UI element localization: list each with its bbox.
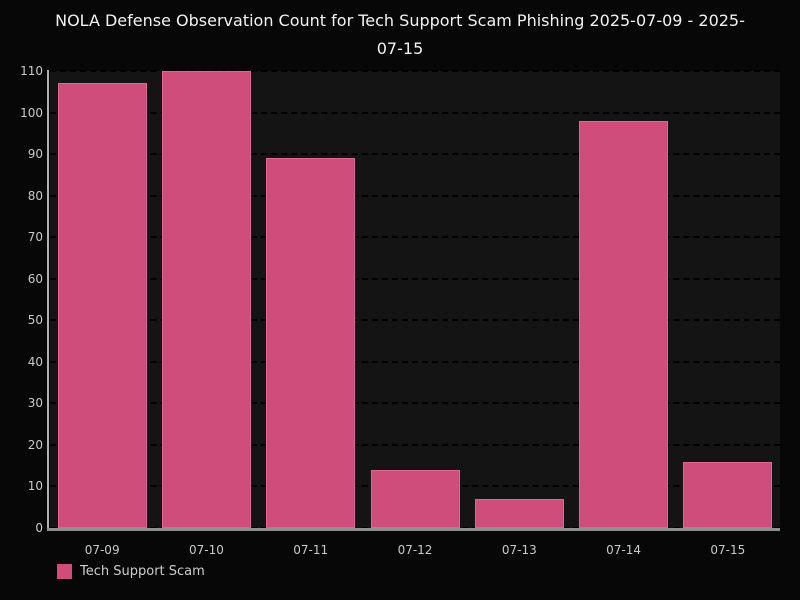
y-tick-label: 40 [27, 354, 43, 369]
bar-07-12 [370, 469, 460, 528]
x-tick-label: 07-15 [710, 543, 746, 557]
x-tick-label: 07-14 [606, 543, 641, 557]
bar-07-13 [474, 498, 564, 528]
y-tick-label: 30 [27, 396, 43, 411]
gridline [50, 360, 780, 363]
gridline [50, 111, 780, 114]
x-tick-label: 07-12 [397, 543, 433, 557]
gridline [50, 194, 780, 197]
gridline [50, 319, 780, 322]
y-tick-label: 100 [20, 105, 43, 120]
x-tick-label: 07-09 [84, 543, 120, 557]
legend: Tech Support Scam [57, 564, 205, 579]
bar-07-09 [57, 83, 147, 528]
gridline [50, 153, 780, 156]
y-tick-label: 60 [27, 271, 43, 286]
y-tick-label: 20 [27, 437, 43, 452]
y-axis-line [47, 70, 49, 531]
plot-area [50, 70, 780, 529]
gridline [50, 402, 780, 405]
gridline [50, 70, 780, 72]
y-tick-label: 0 [35, 521, 43, 535]
bar-07-15 [683, 461, 773, 528]
x-tick-label: 07-13 [501, 543, 537, 557]
bar-07-11 [266, 158, 356, 528]
y-tick-label: 10 [27, 479, 43, 494]
bar-07-10 [161, 71, 251, 528]
chart-title: NOLA Defense Observation Count for Tech … [55, 11, 745, 58]
y-tick-label: 50 [27, 313, 43, 328]
legend-label: Tech Support Scam [80, 564, 205, 579]
bar-07-14 [579, 120, 669, 528]
x-tick-label: 07-10 [188, 543, 224, 557]
y-tick-label: 80 [27, 188, 43, 203]
gridline [50, 443, 780, 446]
x-tick-label: 07-11 [293, 543, 329, 557]
gridline [50, 236, 780, 239]
x-axis-line [47, 528, 780, 531]
y-tick-label: 70 [27, 230, 43, 245]
y-tick-label: 90 [27, 147, 43, 162]
legend-swatch-icon [57, 564, 72, 579]
gridline [50, 277, 780, 280]
y-tick-label: 110 [20, 64, 43, 78]
